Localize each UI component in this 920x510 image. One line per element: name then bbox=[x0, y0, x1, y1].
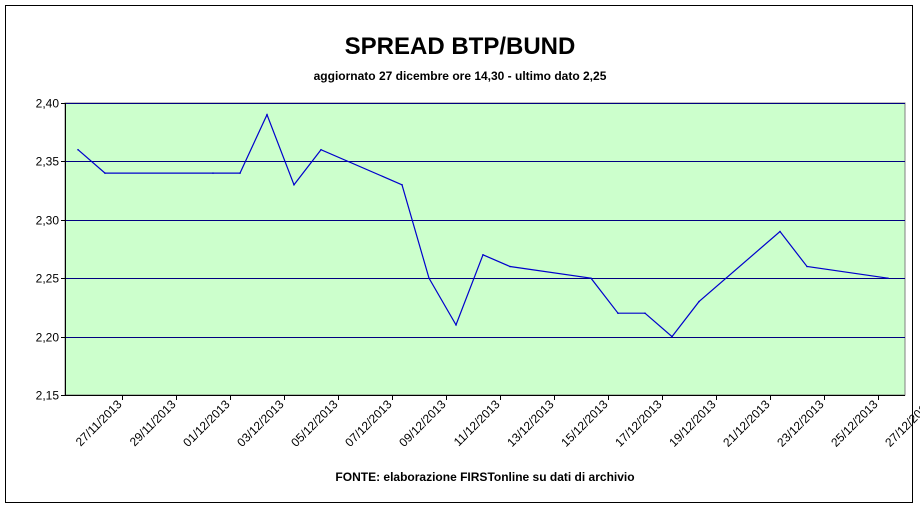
x-tick-label: 21/12/2013 bbox=[720, 397, 773, 450]
plot-area bbox=[64, 102, 906, 396]
x-tick-label: 05/12/2013 bbox=[288, 397, 341, 450]
series-layer bbox=[77, 113, 889, 338]
x-tick-label: 15/12/2013 bbox=[558, 397, 611, 450]
data-point bbox=[212, 172, 214, 174]
data-point bbox=[428, 277, 430, 280]
data-point bbox=[104, 172, 106, 174]
x-tick-label: 27/12/2013 bbox=[882, 397, 920, 450]
y-tick-label: 2,20 bbox=[36, 331, 60, 345]
y-tick-label: 2,30 bbox=[36, 214, 60, 228]
chart-subtitle: aggiornato 27 dicembre ore 14,30 - ultim… bbox=[313, 69, 607, 83]
x-tick-label: 13/12/2013 bbox=[504, 397, 557, 450]
chart-source: FONTE: elaborazione FIRSTonline su dati … bbox=[335, 470, 635, 484]
x-tick-label: 25/12/2013 bbox=[828, 397, 881, 450]
x-tick-label: 17/12/2013 bbox=[612, 397, 665, 450]
x-tick-label: 27/11/2013 bbox=[73, 397, 125, 449]
gridlines bbox=[65, 103, 905, 338]
x-tick-label: 01/12/2013 bbox=[180, 397, 233, 450]
data-point bbox=[779, 230, 781, 233]
data-point bbox=[482, 254, 484, 256]
y-axis: 2,15 2,20 2,25 2,30 2,35 2,40 bbox=[36, 97, 66, 403]
data-point bbox=[887, 277, 889, 280]
y-tick-label: 2,15 bbox=[36, 389, 60, 403]
data-point bbox=[590, 277, 592, 280]
data-point bbox=[617, 312, 619, 315]
x-tick-label: 29/11/2013 bbox=[127, 397, 179, 449]
data-point bbox=[698, 300, 700, 303]
x-tick-label: 23/12/2013 bbox=[774, 397, 827, 450]
data-point bbox=[401, 184, 403, 186]
chart-title: SPREAD BTP/BUND bbox=[344, 33, 576, 60]
x-tick-label: 07/12/2013 bbox=[342, 397, 395, 450]
data-point bbox=[509, 265, 511, 268]
y-tick-label: 2,35 bbox=[36, 155, 60, 169]
y-tick-label: 2,40 bbox=[36, 97, 60, 111]
y-tick-label: 2,25 bbox=[36, 272, 60, 286]
data-point bbox=[77, 148, 79, 151]
data-point bbox=[239, 172, 241, 174]
x-tick-label: 09/12/2013 bbox=[396, 397, 449, 450]
data-point bbox=[293, 184, 295, 186]
x-tick-label: 03/12/2013 bbox=[234, 397, 287, 450]
data-point bbox=[320, 148, 322, 151]
data-point bbox=[806, 265, 808, 268]
data-point bbox=[266, 113, 268, 116]
data-point bbox=[671, 335, 673, 338]
data-point bbox=[455, 324, 457, 326]
x-tick-label: 11/12/2013 bbox=[451, 397, 503, 449]
data-point bbox=[644, 312, 646, 315]
series-line bbox=[77, 113, 889, 338]
x-tick-label: 19/12/2013 bbox=[666, 397, 719, 450]
x-axis: 27/11/2013 29/11/2013 01/12/2013 03/12/2013… bbox=[65, 395, 920, 450]
